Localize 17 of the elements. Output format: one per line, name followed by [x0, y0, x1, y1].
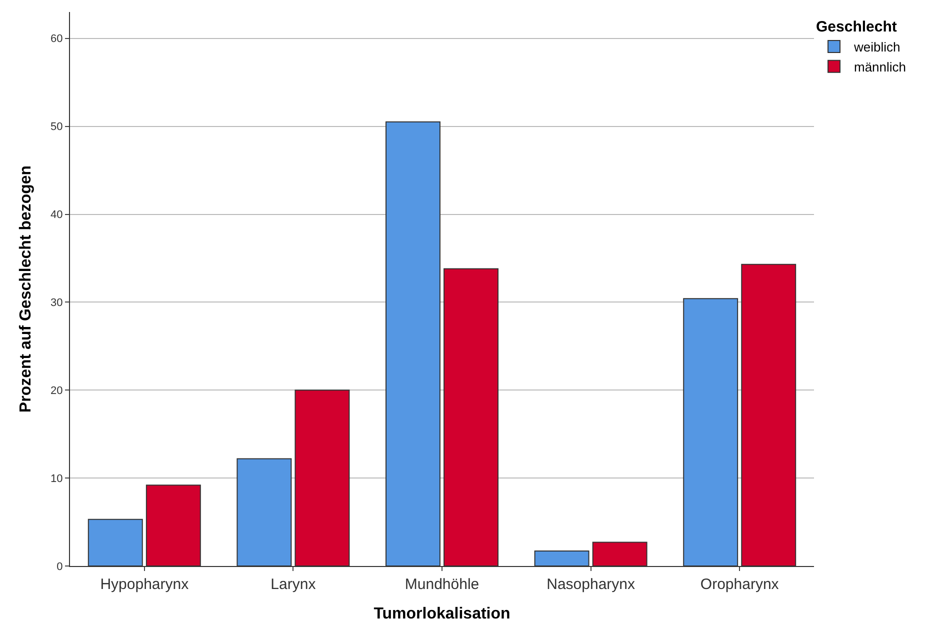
y-tick-label: 0 — [56, 560, 63, 573]
y-tick-label: 50 — [50, 121, 63, 134]
y-tick-label: 30 — [50, 297, 63, 310]
y-tick-label: 40 — [50, 209, 63, 222]
x-tick-label: Hypopharynx — [100, 576, 190, 593]
x-tick-label: Mundhöhle — [404, 576, 480, 593]
legend-label: männlich — [854, 59, 906, 74]
legend-label: weiblich — [853, 40, 900, 55]
x-axis-title: Tumorlokalisation — [374, 606, 510, 623]
y-tick-label: 60 — [50, 33, 63, 46]
y-axis-title: Prozent auf Geschlecht bezogen — [17, 165, 34, 413]
y-tick-label: 10 — [50, 472, 63, 485]
legend-title: Geschlecht — [816, 18, 897, 36]
x-tick-label: Nasopharynx — [546, 576, 636, 593]
x-tick-label: Oropharynx — [700, 576, 780, 593]
x-tick-label: Larynx — [270, 576, 316, 593]
y-tick-label: 20 — [50, 384, 63, 397]
